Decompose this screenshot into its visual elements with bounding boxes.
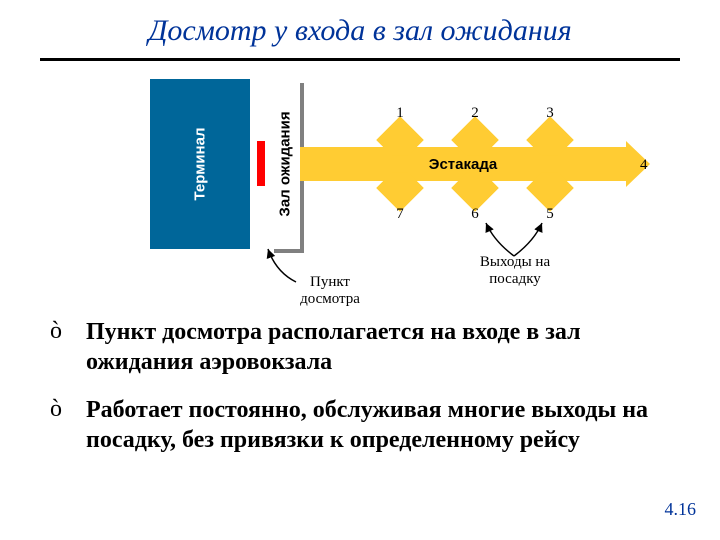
caption-checkpoint-l1: Пункт (310, 274, 350, 290)
page-title-text: Досмотр у входа в зал ожидания (148, 14, 571, 47)
gate-num: 3 (530, 105, 570, 122)
diagram: Терминал Зал ожидания Эстакада 4 1 2 3 7… (0, 79, 720, 309)
bullet-glyph-icon: ò (50, 395, 86, 421)
caption-checkpoint: Пункт досмотра (270, 274, 390, 307)
caption-checkpoint-l2: досмотра (300, 291, 360, 307)
bullet-text: Пункт досмотра располагается на входе в … (86, 317, 670, 377)
bullet-item-1: ò Пункт досмотра располагается на входе … (50, 317, 670, 377)
gate-4-label: 4 (640, 157, 648, 174)
bullet-list: ò Пункт досмотра располагается на входе … (50, 317, 670, 455)
lounge-label: Зал ожидания (277, 111, 294, 216)
gate-num: 2 (455, 105, 495, 122)
bullet-glyph-icon: ò (50, 317, 86, 343)
title-rule (40, 58, 680, 61)
gate-num: 7 (380, 206, 420, 223)
bullet-item-2: ò Работает постоянно, обслуживая многие … (50, 395, 670, 455)
gate-2: 2 (455, 107, 495, 147)
checkpoint-marker (257, 141, 265, 186)
caption-gates: Выходы на посадку (455, 254, 575, 287)
page-number: 4.16 (665, 499, 697, 520)
terminal-block: Терминал (150, 79, 250, 249)
gate-1: 1 (380, 107, 420, 147)
lounge-block: Зал ожидания (270, 79, 300, 249)
gate-6: 6 (455, 181, 495, 221)
gate-num: 1 (380, 105, 420, 122)
bullet-text: Работает постоянно, обслуживая многие вы… (86, 395, 670, 455)
gate-3: 3 (530, 107, 570, 147)
gate-5: 5 (530, 181, 570, 221)
gate-7: 7 (380, 181, 420, 221)
caption-gates-l2: посадку (489, 271, 541, 287)
caption-gates-l1: Выходы на (480, 254, 550, 270)
concourse-label: Эстакада (300, 147, 626, 181)
page-title: Досмотр у входа в зал ожидания (0, 0, 720, 58)
terminal-label: Терминал (192, 128, 209, 201)
